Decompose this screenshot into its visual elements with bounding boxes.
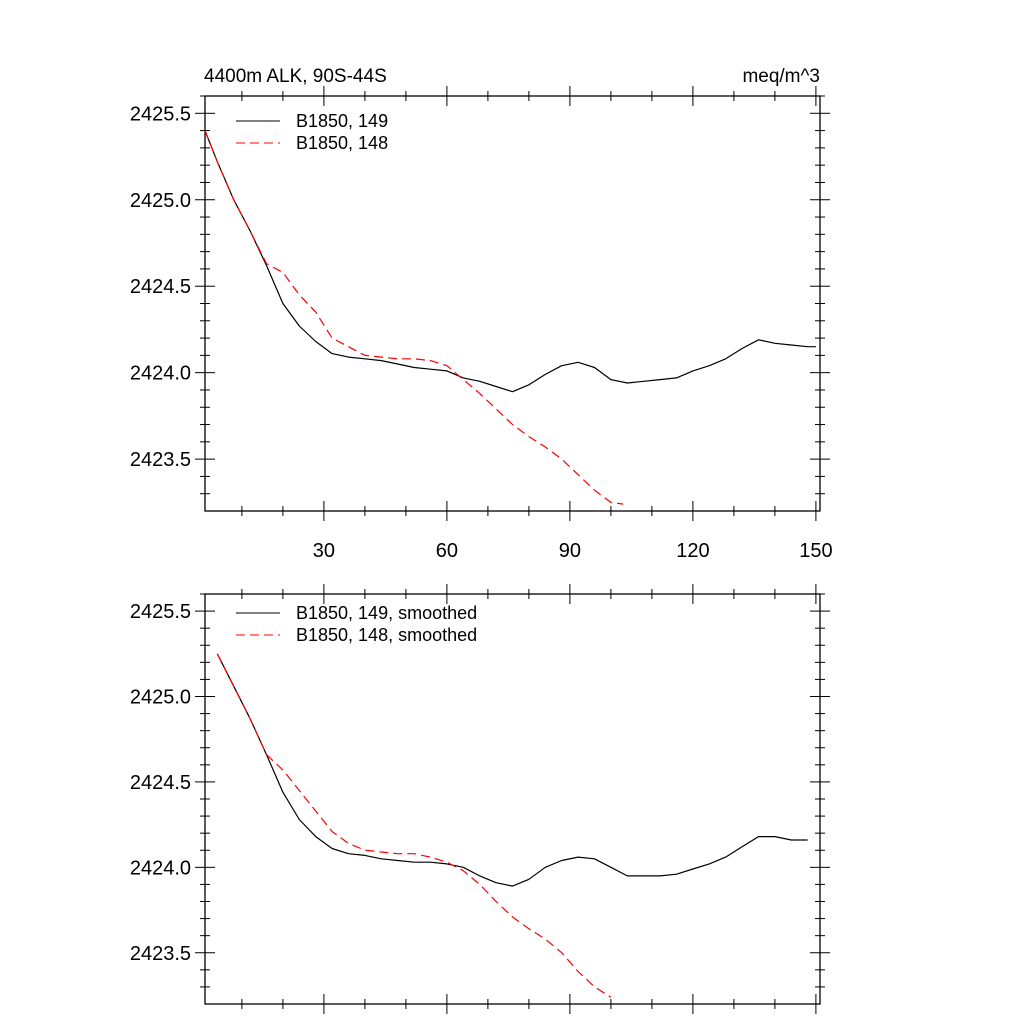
series-line-1	[204, 130, 816, 393]
x-tick-labels: 30 60 90 120 150	[313, 540, 833, 562]
y-tick-label: 2425.5	[130, 103, 191, 125]
y-tick-labels: 2423.5 2424.0 2424.5 2425.0 2425.5	[130, 103, 191, 471]
series-line-1	[216, 653, 808, 887]
data-series	[216, 653, 808, 998]
plot-frame	[204, 593, 821, 1005]
y-tick-label: 2424.0	[130, 857, 191, 879]
y-tick-label: 2424.5	[130, 276, 191, 298]
y-tick-label: 2423.5	[130, 449, 191, 471]
top-panel: 4400m ALK, 90S-44S meq/m^3 2423.52424.02…	[130, 66, 833, 562]
bottom-panel: 2423.5 2424.0 2424.5 2425.0 2425.5 B1850, 14…	[130, 584, 830, 1014]
chart-title-left: 4400m ALK, 90S-44S	[204, 66, 387, 87]
y-tick-label: 2425.0	[130, 687, 191, 709]
y-tick-label: 2425.0	[130, 190, 191, 212]
plot-frame	[204, 95, 821, 512]
tick-marks	[195, 86, 830, 521]
x-tick-label: 120	[676, 540, 709, 562]
legend-label-series-1: B1850, 149, smoothed	[296, 603, 477, 623]
legend-label-series-2: B1850, 148, smoothed	[296, 625, 477, 645]
series-line-2	[204, 130, 624, 505]
y-tick-label: 2424.0	[130, 363, 191, 385]
tick-marks	[195, 584, 830, 1014]
x-tick-label: 150	[799, 540, 832, 562]
x-tick-label: 90	[559, 540, 581, 562]
x-tick-label: 60	[436, 540, 458, 562]
legend-label-series-2: B1850, 148	[296, 133, 388, 153]
y-tick-label: 2423.5	[130, 943, 191, 965]
series-line-2	[216, 653, 612, 998]
legend-label-series-1: B1850, 149	[296, 111, 388, 131]
y-tick-label: 2425.5	[130, 601, 191, 623]
data-series	[204, 130, 816, 505]
chart-units-label: meq/m^3	[742, 66, 820, 87]
y-tick-labels: 2423.5 2424.0 2424.5 2425.0 2425.5	[130, 601, 191, 965]
y-tick-label: 2424.5	[130, 772, 191, 794]
legend: B1850, 149, smoothed B1850, 148, smoothe…	[236, 603, 477, 645]
legend: B1850, 149 B1850, 148	[236, 111, 388, 153]
x-tick-label: 30	[313, 540, 335, 562]
